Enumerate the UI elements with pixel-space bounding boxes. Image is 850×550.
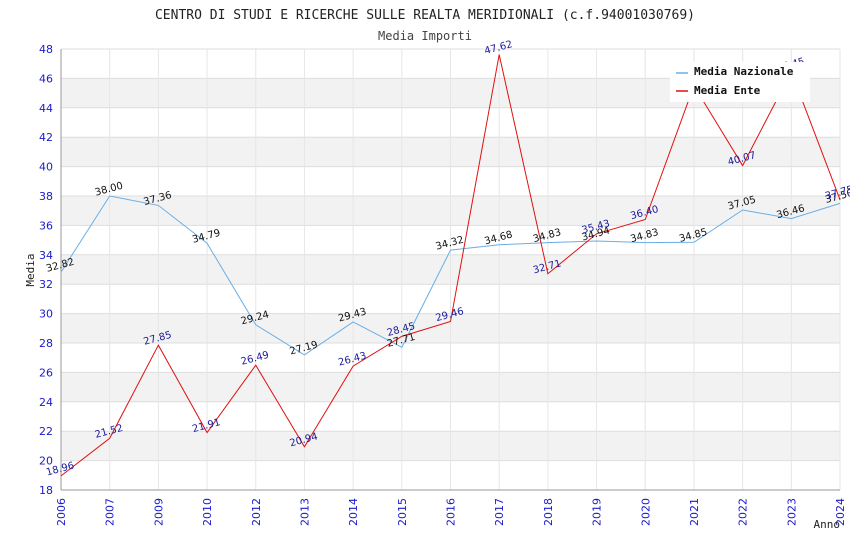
x-tick-label: 2019: [591, 498, 604, 526]
x-tick-label: 2022: [737, 498, 750, 526]
y-tick-label: 44: [39, 102, 53, 115]
chart-subtitle: Media Importi: [378, 29, 472, 43]
x-tick-labels: 2006 2007 2009 2010 2012 2013 2014 2015 2016 2017…: [55, 498, 847, 526]
legend-label-media-nazionale: Media Nazionale: [694, 65, 794, 78]
x-tick-label: 2012: [250, 498, 263, 526]
y-tick-label: 34: [39, 249, 53, 262]
y-tick-label: 48: [39, 43, 53, 56]
y-tick-label: 20: [39, 455, 53, 468]
series-line-0: [60, 195, 841, 356]
legend-box: [670, 62, 810, 102]
y-tick-label: 28: [39, 337, 53, 350]
x-tick-label: 2007: [104, 498, 117, 526]
x-tick-label: 2009: [152, 498, 165, 526]
x-tick-label: 2010: [201, 498, 214, 526]
y-tick-label: 24: [39, 396, 53, 409]
y-tick-label: 42: [39, 131, 53, 144]
y-tick-label: 40: [39, 161, 53, 174]
y-tick-label: 30: [39, 308, 53, 321]
x-tick-label: 2014: [347, 498, 360, 526]
x-tick-label: 2024: [834, 498, 847, 526]
y-tick-label: 18: [39, 484, 53, 497]
x-tick-label: 2015: [396, 498, 409, 526]
legend-label-media-ente: Media Ente: [694, 84, 761, 97]
legend: Media Nazionale Media Ente: [670, 62, 810, 102]
y-tick-label: 46: [39, 72, 53, 85]
y-tick-labels: 18 20 22 24 26 28 30 32 34 36 38 40 42 44 46 48: [39, 43, 53, 497]
y-tick-label: 22: [39, 425, 53, 438]
x-tick-label: 2013: [298, 498, 311, 526]
x-tick-label: 2016: [445, 498, 458, 526]
y-tick-label: 36: [39, 219, 53, 232]
x-tick-label: 2020: [639, 498, 652, 526]
chart-title: CENTRO DI STUDI E RICERCHE SULLE REALTA …: [155, 8, 695, 23]
series-lines: [60, 54, 841, 477]
y-tick-label: 26: [39, 366, 53, 379]
series-line-1: [60, 54, 841, 477]
x-tick-label: 2017: [493, 498, 506, 526]
y-tick-label: 32: [39, 278, 53, 291]
y-tick-label: 38: [39, 190, 53, 203]
x-tick-label: 2023: [785, 498, 798, 526]
x-tick-label: 2018: [542, 498, 555, 526]
x-axis-label: Anno: [814, 518, 841, 531]
grid-lines: [60, 48, 841, 491]
x-tick-label: 2006: [55, 498, 68, 526]
y-axis-label: Media: [24, 253, 37, 286]
x-tick-label: 2021: [688, 498, 701, 526]
